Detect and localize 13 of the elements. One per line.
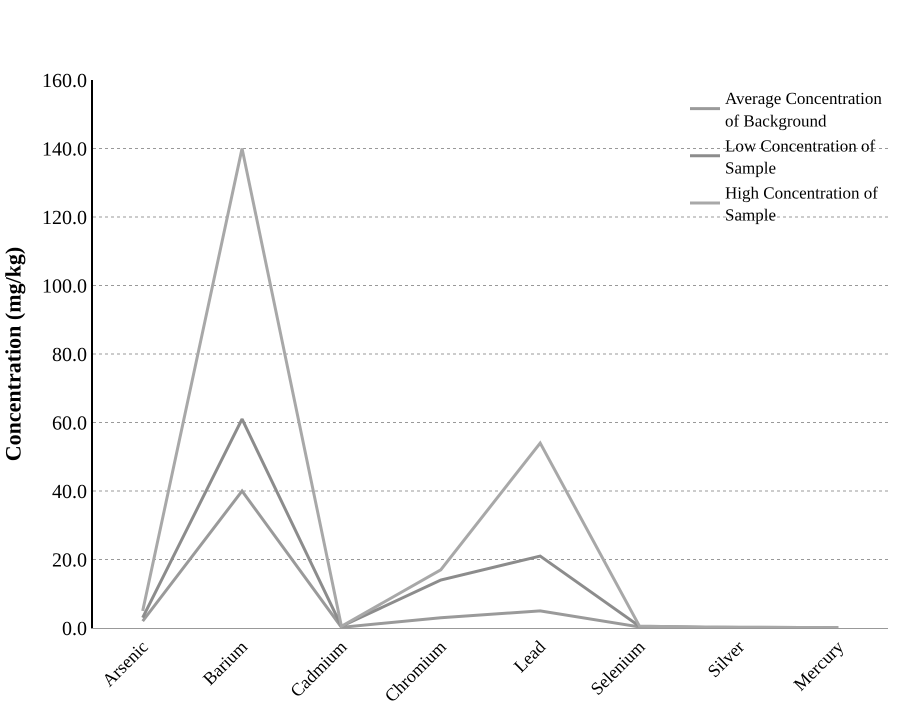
y-tick-label: 100.0 [42,276,87,298]
y-tick-label: 120.0 [42,207,87,229]
y-tick-label: 160.0 [42,70,87,92]
y-tick-label: 140.0 [42,138,87,160]
y-tick-label: 60.0 [52,412,87,434]
y-tick-label: 40.0 [52,481,87,503]
y-axis-title: Concentration (mg/kg) [0,246,26,462]
legend-label: Low Concentration of Sample [725,136,876,178]
legend-label: High Concentration of Sample [725,184,878,225]
legend-label: Average Concentration of Background [725,89,882,130]
y-tick-label: 0.0 [62,618,87,640]
y-tick-label: 80.0 [52,344,87,366]
y-tick-label: 20.0 [52,550,87,572]
